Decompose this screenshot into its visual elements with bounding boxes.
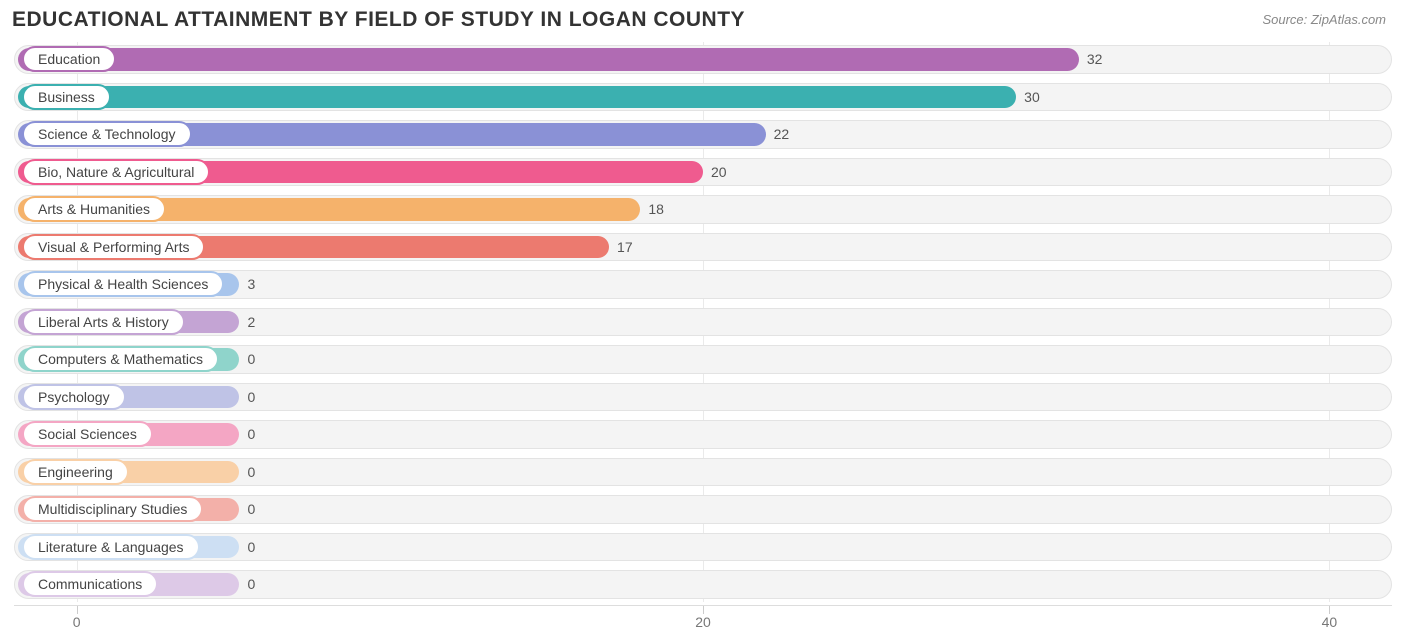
bar-fill bbox=[18, 86, 1016, 109]
bar-row: Business 30 bbox=[14, 80, 1392, 115]
x-axis: 0 20 40 bbox=[14, 605, 1392, 635]
category-pill: Visual & Performing Arts bbox=[22, 234, 205, 260]
bar-row: Literature & Languages 0 bbox=[14, 530, 1392, 565]
category-pill: Communications bbox=[22, 571, 158, 597]
category-pill: Multidisciplinary Studies bbox=[22, 496, 203, 522]
category-pill: Arts & Humanities bbox=[22, 196, 166, 222]
chart-source: Source: ZipAtlas.com bbox=[1262, 8, 1386, 27]
category-pill: Liberal Arts & History bbox=[22, 309, 185, 335]
value-label: 2 bbox=[247, 314, 255, 330]
category-pill: Engineering bbox=[22, 459, 129, 485]
bar-rows-container: Education32Business30Science & Technolog… bbox=[14, 42, 1392, 602]
value-label: 0 bbox=[247, 389, 255, 405]
axis-tick bbox=[703, 606, 704, 614]
bar-row: Multidisciplinary Studies 0 bbox=[14, 492, 1392, 527]
axis-tick-label: 40 bbox=[1322, 614, 1338, 630]
category-pill: Psychology bbox=[22, 384, 126, 410]
value-label: 20 bbox=[711, 164, 727, 180]
bar-row: Computers & Mathematics 0 bbox=[14, 342, 1392, 377]
value-label: 0 bbox=[247, 576, 255, 592]
bar-row: Visual & Performing Arts 17 bbox=[14, 230, 1392, 265]
bar-row: Arts & Humanities 18 bbox=[14, 192, 1392, 227]
bar-row: Social Sciences 0 bbox=[14, 417, 1392, 452]
bar-row: Psychology 0 bbox=[14, 380, 1392, 415]
axis-tick bbox=[1329, 606, 1330, 614]
bar-row: Education 32 bbox=[14, 42, 1392, 77]
bar-fill bbox=[18, 48, 1079, 71]
category-pill: Science & Technology bbox=[22, 121, 192, 147]
category-pill: Business bbox=[22, 84, 111, 110]
bar-row: Liberal Arts & History 2 bbox=[14, 305, 1392, 340]
value-label: 0 bbox=[247, 351, 255, 367]
category-pill: Education bbox=[22, 46, 116, 72]
bar-row: Bio, Nature & Agricultural 20 bbox=[14, 155, 1392, 190]
value-label: 0 bbox=[247, 539, 255, 555]
bar-row: Science & Technology 22 bbox=[14, 117, 1392, 152]
value-label: 17 bbox=[617, 239, 633, 255]
category-pill: Social Sciences bbox=[22, 421, 153, 447]
value-label: 0 bbox=[247, 464, 255, 480]
value-label: 18 bbox=[648, 201, 664, 217]
bar-row: Physical & Health Sciences 3 bbox=[14, 267, 1392, 302]
bar-row: Communications 0 bbox=[14, 567, 1392, 602]
chart-area: Education32Business30Science & Technolog… bbox=[0, 36, 1406, 602]
value-label: 0 bbox=[247, 426, 255, 442]
category-pill: Computers & Mathematics bbox=[22, 346, 219, 372]
chart-header: EDUCATIONAL ATTAINMENT BY FIELD OF STUDY… bbox=[0, 0, 1406, 36]
axis-tick-label: 20 bbox=[695, 614, 711, 630]
category-pill: Bio, Nature & Agricultural bbox=[22, 159, 210, 185]
category-pill: Physical & Health Sciences bbox=[22, 271, 224, 297]
value-label: 32 bbox=[1087, 51, 1103, 67]
axis-tick-label: 0 bbox=[73, 614, 81, 630]
value-label: 3 bbox=[247, 276, 255, 292]
value-label: 30 bbox=[1024, 89, 1040, 105]
value-label: 0 bbox=[247, 501, 255, 517]
category-pill: Literature & Languages bbox=[22, 534, 200, 560]
axis-tick bbox=[77, 606, 78, 614]
chart-title: EDUCATIONAL ATTAINMENT BY FIELD OF STUDY… bbox=[12, 8, 745, 32]
value-label: 22 bbox=[774, 126, 790, 142]
bar-row: Engineering 0 bbox=[14, 455, 1392, 490]
